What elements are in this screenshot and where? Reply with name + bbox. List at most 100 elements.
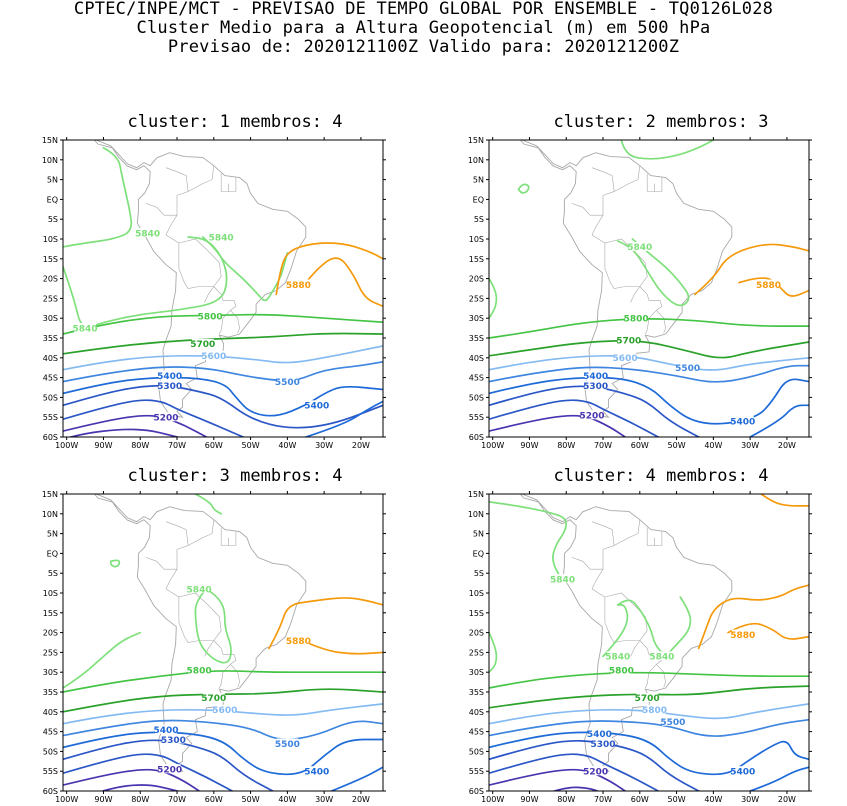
country-border [165,569,180,623]
contour-line-5300 [63,399,245,437]
lat-tick-label: 20S [43,629,58,638]
contour-label: 5600 [201,352,226,362]
country-border [178,622,214,643]
lat-tick-label: 45S [469,374,484,383]
lon-tick-label: 100W [481,795,504,804]
contour-label-bg [202,350,225,360]
country-border [187,519,215,546]
lat-tick-label: 15N [468,490,484,499]
lat-tick-label: 15S [43,609,58,618]
panel-title: cluster: 3 membros: 4 [127,466,343,486]
map-frame [62,139,384,438]
lon-tick-label: 70W [168,441,186,450]
lat-tick-label: 30S [469,668,484,677]
country-border [656,310,666,334]
contour-line-5700 [489,339,809,359]
lat-tick-label: 40S [469,708,484,717]
lat-tick-label: EQ [47,195,58,204]
contour-line-5400 [304,400,383,437]
lon-tick-label: 40W [278,441,296,450]
figure-header: CPTEC/INPE/MCT - PREVISAO DE TEMPO GLOBA… [0,0,847,57]
contour-line-5700 [63,332,383,355]
contour-line-5880 [727,622,809,640]
contour-line-5300 [489,753,660,791]
contour-label-bg [158,370,181,380]
contour-label-bg [643,704,666,714]
lon-tick-label: 60W [631,441,649,450]
coastline [519,140,733,418]
country-border [213,286,237,311]
lat-tick-label: 15N [468,136,484,145]
contour-label: 5300 [161,736,186,746]
lon-tick-label: 90W [94,795,112,804]
cluster-panel-1: cluster: 1 membros: 4 5840 5840 5840 5880 58… [23,112,423,452]
lat-tick-label: EQ [473,549,484,558]
lon-tick-label: 100W [55,795,78,804]
contour-label-bg [606,651,629,661]
contour-line-5400 [749,404,809,437]
contour-line-5600 [63,345,383,371]
contour-line-5200 [67,428,181,437]
lat-tick-label: 50S [469,393,484,402]
country-border [654,177,663,192]
lon-tick-label: 40W [704,441,722,450]
contour-line-5800 [63,670,383,693]
contour-label: 5840 [649,653,674,663]
lat-tick-label: 40S [469,354,484,363]
lat-tick-label: 5N [47,530,58,539]
contour-line-5300 [63,739,274,791]
contour-label: 5500 [275,378,300,388]
lon-tick-label: 30W [741,441,759,450]
lat-tick-label: 15S [469,255,484,264]
contour-line-5400 [489,731,809,776]
lat-tick-label: 30S [469,314,484,323]
contour-line-5840 [63,631,142,689]
header-line-1: CPTEC/INPE/MCT - PREVISAO DE TEMPO GLOBA… [73,0,774,19]
contour-line-5840 [616,596,692,655]
country-border [656,664,666,688]
contour-label-bg [202,692,225,702]
contour-line-5880 [304,257,383,308]
lon-tick-label: 30W [315,441,333,450]
contour-label-bg [588,728,611,738]
contour-label: 5200 [157,766,182,776]
contour-line-5840 [63,147,133,248]
contour-label: 5880 [730,631,755,641]
contour-line-5840 [201,236,289,302]
lat-tick-label: 55S [43,413,58,422]
contour-label-bg [158,380,181,390]
lon-tick-label: 80W [557,441,575,450]
lon-tick-label: 80W [557,795,575,804]
contour-label-bg [731,416,754,426]
lat-tick-label: 40S [43,354,58,363]
lon-tick-label: 70W [594,441,612,450]
lat-tick-label: 55S [469,767,484,776]
contour-label: 5840 [550,575,575,585]
contour-label: 5700 [616,336,641,346]
contour-label: 5400 [153,726,178,736]
coastline [93,494,307,772]
contour-line-5880 [694,243,809,296]
contour-label-bg [628,241,651,251]
lon-tick-label: 20W [352,441,370,450]
lon-tick-label: 90W [520,441,538,450]
cluster-panel-2: cluster: 2 membros: 3 5840 5880 5800 5700 56… [449,112,847,452]
lon-tick-label: 80W [131,795,149,804]
lon-tick-label: 40W [704,795,722,804]
map-cluster-1: 5840 5840 5840 5880 5800 5700 5600 5500 5400 5400… [42,136,386,450]
country-border [204,286,215,303]
lat-tick-label: 50S [43,747,58,756]
lon-tick-label: 50W [242,795,260,804]
contour-line-5840 [517,183,530,194]
contour-line-5840 [602,604,629,658]
contour-label: 5700 [201,694,226,704]
contour-label: 5400 [304,768,329,778]
country-border [165,215,180,269]
country-border [654,531,663,546]
contour-label: 5800 [642,706,667,716]
lat-tick-label: 15N [42,136,58,145]
contour-label: 5600 [613,354,638,364]
contour-label: 5400 [587,730,612,740]
lon-tick-label: 90W [520,795,538,804]
country-border [613,519,641,546]
